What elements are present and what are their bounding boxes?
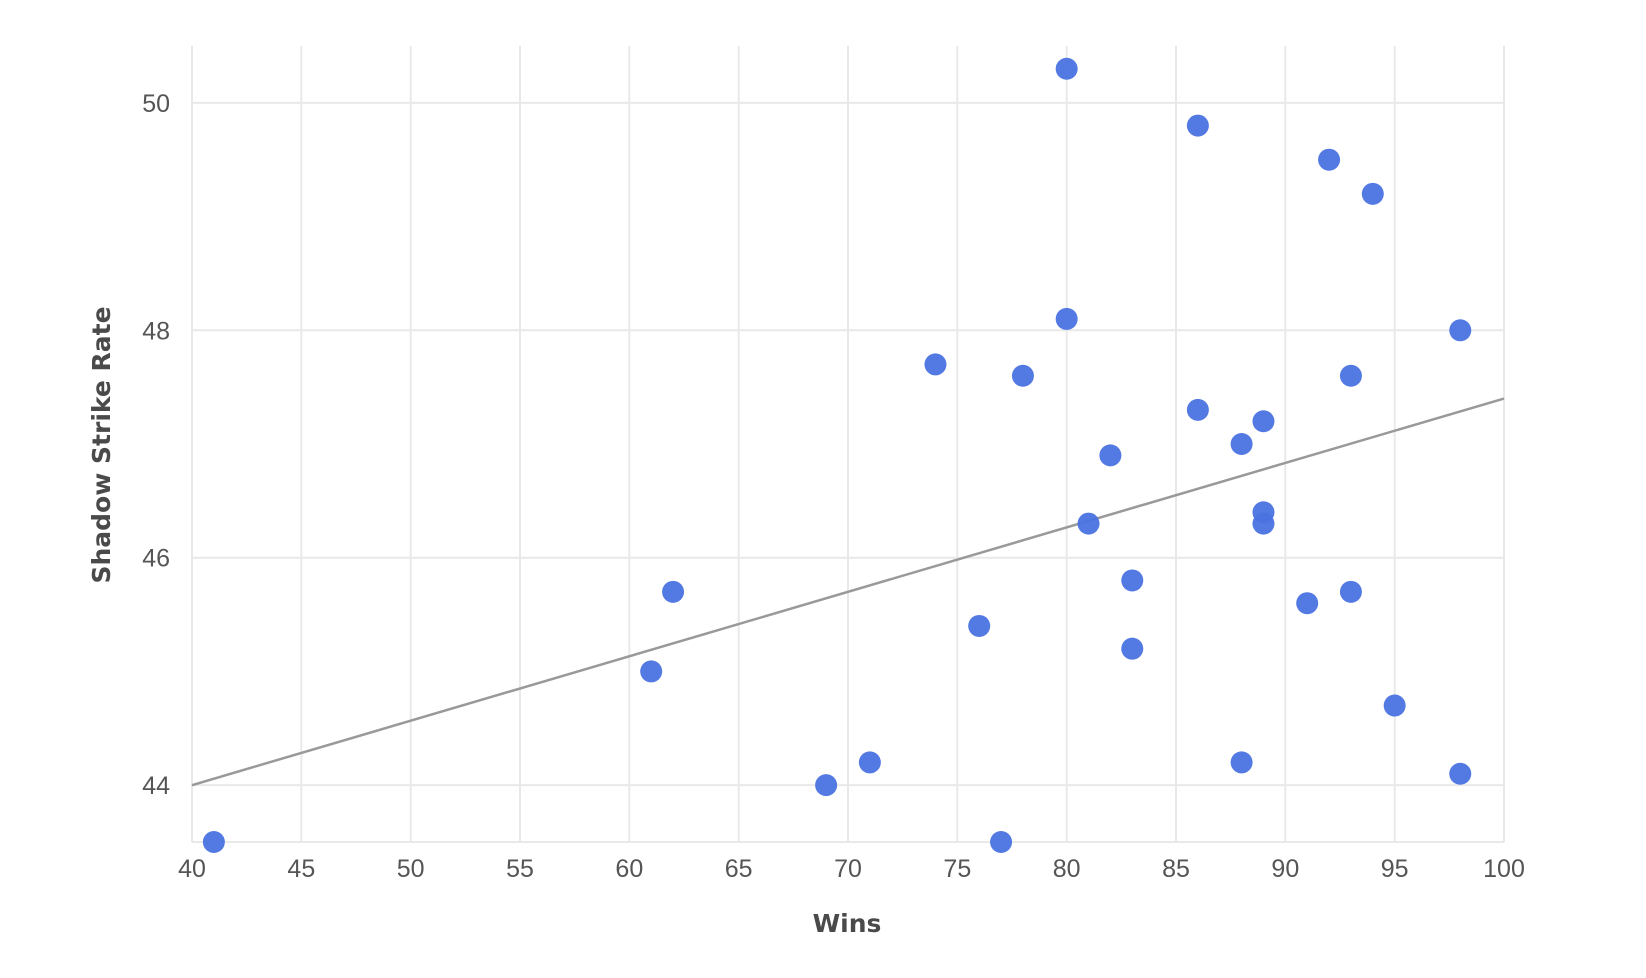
x-tick-label: 75 — [943, 855, 971, 883]
data-point — [1252, 410, 1275, 433]
x-tick-label: 95 — [1381, 855, 1409, 883]
data-point — [1121, 569, 1144, 592]
x-tick-label: 40 — [178, 855, 206, 883]
y-tick-label: 46 — [142, 545, 170, 573]
data-point — [990, 831, 1013, 853]
data-point — [1011, 364, 1034, 387]
data-point — [640, 660, 663, 683]
data-point — [1449, 319, 1472, 342]
x-tick-label: 65 — [725, 855, 753, 883]
data-point — [1449, 762, 1472, 785]
data-point — [1318, 148, 1341, 171]
trendline — [191, 397, 1505, 787]
data-points — [202, 57, 1472, 853]
x-tick-label: 50 — [397, 855, 425, 883]
x-tick-label: 80 — [1053, 855, 1081, 883]
x-tick-label: 70 — [834, 855, 862, 883]
x-axis-ticks: 40 45 50 55 60 65 70 75 80 85 90 95 100 — [178, 855, 1525, 883]
y-axis-ticks: 44 46 48 50 — [142, 90, 170, 800]
x-tick-label: 100 — [1483, 855, 1525, 883]
data-point — [924, 353, 947, 376]
x-tick-label: 60 — [615, 855, 643, 883]
data-point — [1230, 751, 1253, 774]
data-point — [202, 831, 225, 853]
x-axis-title: Wins — [813, 909, 882, 938]
data-point — [1230, 433, 1253, 455]
y-tick-label: 44 — [142, 772, 170, 800]
data-point — [1296, 592, 1319, 615]
x-tick-label: 90 — [1271, 855, 1299, 883]
data-point — [1252, 512, 1275, 535]
data-point — [1361, 182, 1384, 205]
x-tick-label: 55 — [506, 855, 534, 883]
data-point — [1383, 694, 1406, 717]
trendline-group — [191, 397, 1505, 787]
y-tick-label: 50 — [142, 90, 170, 118]
data-point — [1186, 114, 1209, 137]
y-tick-label: 48 — [142, 317, 170, 345]
grid-lines — [191, 46, 1505, 843]
data-point — [1186, 398, 1209, 421]
data-point — [1339, 364, 1362, 387]
data-point — [1121, 637, 1144, 660]
data-point — [1055, 57, 1078, 80]
x-tick-label: 45 — [287, 855, 315, 883]
x-tick-label: 85 — [1162, 855, 1190, 883]
data-point — [1099, 444, 1122, 467]
data-point — [858, 751, 881, 774]
data-point — [815, 774, 838, 797]
data-point — [662, 580, 685, 603]
data-point — [968, 614, 991, 637]
y-axis-title: Shadow Strike Rate — [87, 306, 116, 583]
data-point — [1055, 307, 1078, 330]
data-point — [1339, 580, 1362, 603]
data-point — [1077, 512, 1100, 535]
